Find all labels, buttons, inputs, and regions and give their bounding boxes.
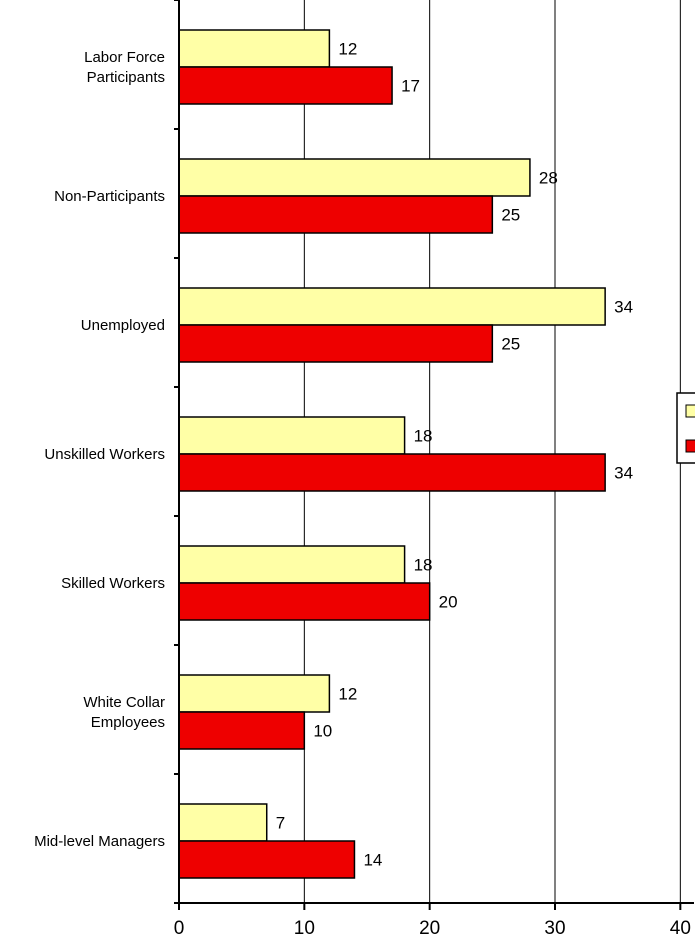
bar-series1-cat7	[178, 803, 268, 842]
data-label-series1-cat5: 18	[414, 556, 433, 575]
x-tick-label: 10	[294, 918, 315, 939]
legend	[676, 392, 695, 464]
data-label-series2-cat7: 14	[363, 851, 382, 870]
legend-swatch-series1	[685, 404, 695, 418]
category-label: Non-Participants	[54, 188, 165, 205]
bar-series2-cat5	[178, 582, 431, 621]
data-label-series2-cat6: 10	[313, 722, 332, 741]
category-label: Mid-level Managers	[34, 833, 165, 850]
data-label-series1-cat1: 12	[338, 40, 357, 59]
category-label: Unemployed	[81, 317, 165, 334]
data-label-series1-cat3: 34	[614, 298, 633, 317]
bar-series1-cat1	[178, 29, 331, 68]
bar-series1-cat5	[178, 545, 406, 584]
x-tick-label: 30	[544, 918, 565, 939]
data-label-series2-cat4: 34	[614, 464, 633, 483]
data-label-series1-cat6: 12	[338, 685, 357, 704]
data-label-series1-cat7: 7	[276, 814, 285, 833]
bar-series1-cat3	[178, 287, 606, 326]
bar-series1-cat6	[178, 674, 331, 713]
bar-series1-cat2	[178, 158, 531, 197]
data-label-series2-cat5: 20	[439, 593, 458, 612]
data-label-series1-cat2: 28	[539, 169, 558, 188]
data-label-series2-cat3: 25	[501, 335, 520, 354]
x-tick-label: 40	[670, 918, 691, 939]
data-label-series2-cat1: 17	[401, 77, 420, 96]
bar-series2-cat6	[178, 711, 306, 750]
bar-series2-cat4	[178, 453, 606, 492]
x-tick-label: 0	[174, 918, 185, 939]
category-label: Labor Force Participants	[84, 49, 165, 86]
data-label-series1-cat4: 18	[414, 427, 433, 446]
bar-series1-cat4	[178, 416, 406, 455]
category-label: Unskilled Workers	[44, 446, 165, 463]
bars	[178, 29, 606, 879]
bar-series2-cat7	[178, 840, 356, 879]
bar-series2-cat1	[178, 66, 393, 105]
data-label-series2-cat2: 25	[501, 206, 520, 225]
category-label: White Collar Employees	[83, 694, 165, 731]
labels: 0 10 20 30 40 Labor Force Participants Non-Part…	[34, 40, 691, 940]
category-label: Skilled Workers	[61, 575, 165, 592]
axes	[174, 0, 694, 910]
x-tick-label: 20	[419, 918, 440, 939]
bar-series2-cat2	[178, 195, 494, 234]
bar-series2-cat3	[178, 324, 494, 363]
legend-swatch-series2	[685, 439, 695, 453]
